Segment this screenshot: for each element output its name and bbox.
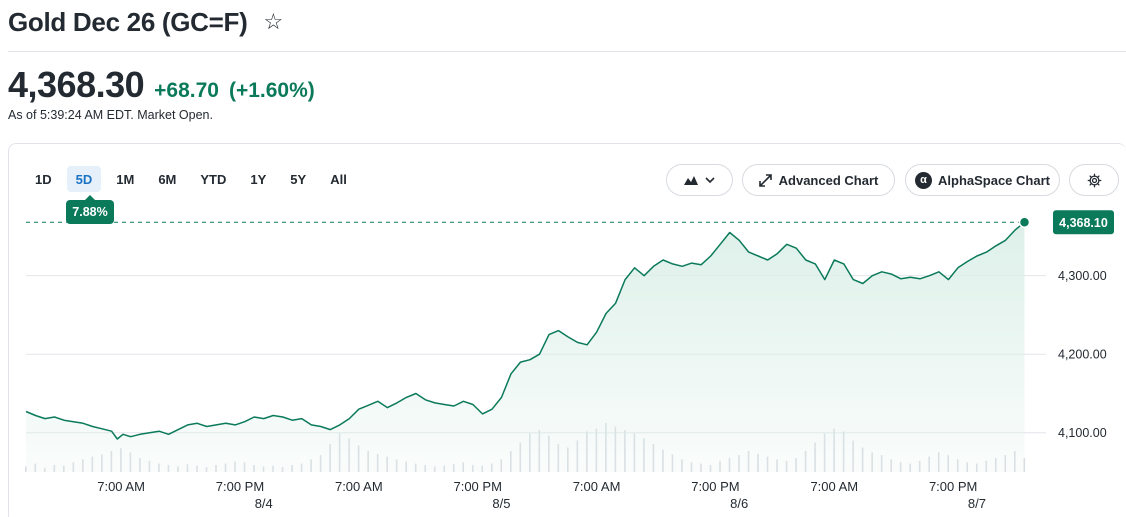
last-price-badge bbox=[1053, 210, 1114, 235]
advanced-chart-button[interactable]: Advanced Chart bbox=[742, 164, 895, 196]
range-6m[interactable]: 6M bbox=[158, 171, 177, 187]
date-tick-label: 8/6 bbox=[730, 496, 748, 511]
current-price: 4,368.30 bbox=[8, 64, 145, 105]
mountain-chart-icon bbox=[684, 175, 698, 185]
range-1m[interactable]: 1M bbox=[116, 171, 135, 187]
x-tick-label: 7:00 AM bbox=[573, 479, 621, 494]
page-title: Gold Dec 26 (GC=F) bbox=[8, 6, 248, 37]
range-5d[interactable]: 5D bbox=[66, 166, 102, 192]
range-selector: 1D 5D 1M 6M YTD 1Y 5Y All bbox=[26, 166, 362, 192]
range-1d[interactable]: 1D bbox=[35, 171, 52, 187]
date-tick-label: 8/7 bbox=[968, 496, 986, 511]
y-tick-label: 4,200.00 bbox=[1058, 348, 1107, 362]
quote-timestamp: As of 5:39:24 AM EDT. Market Open. bbox=[8, 108, 213, 122]
x-tick-label: 7:00 PM bbox=[691, 479, 739, 494]
star-outline-icon[interactable]: ☆ bbox=[263, 9, 284, 34]
expand-icon bbox=[758, 173, 772, 187]
price-area bbox=[26, 222, 1025, 472]
x-tick-label: 7:00 AM bbox=[335, 479, 383, 494]
y-tick-label: 4,300.00 bbox=[1058, 269, 1107, 283]
alphaspace-chart-label: AlphaSpace Chart bbox=[938, 172, 1050, 188]
x-tick-label: 7:00 AM bbox=[97, 479, 145, 494]
x-tick-label: 7:00 PM bbox=[929, 479, 977, 494]
volume-bar bbox=[25, 466, 27, 472]
last-price-dot bbox=[1018, 216, 1031, 229]
advanced-chart-label: Advanced Chart bbox=[778, 172, 879, 188]
gear-icon bbox=[1087, 173, 1102, 188]
alphaspace-logo-icon: α bbox=[915, 171, 932, 189]
chart-type-button[interactable] bbox=[666, 164, 733, 196]
date-tick-label: 8/4 bbox=[255, 496, 273, 511]
x-tick-label: 7:00 PM bbox=[453, 479, 501, 494]
date-tick-label: 8/5 bbox=[492, 496, 510, 511]
x-tick-label: 7:00 AM bbox=[810, 479, 858, 494]
range-1y[interactable]: 1Y bbox=[250, 171, 267, 187]
x-tick-label: 7:00 PM bbox=[216, 479, 264, 494]
range-all[interactable]: All bbox=[330, 171, 347, 187]
header: Gold Dec 26 (GC=F) ☆ bbox=[8, 6, 283, 38]
price-line bbox=[25, 221, 1025, 440]
chart-card bbox=[8, 143, 1126, 517]
chevron-down-icon bbox=[705, 177, 715, 183]
range-5y[interactable]: 5Y bbox=[290, 171, 307, 187]
y-tick-label: 4,100.00 bbox=[1058, 426, 1107, 440]
price-change-percent: (+1.60%) bbox=[228, 79, 315, 102]
divider bbox=[8, 51, 1126, 52]
alphaspace-chart-button[interactable]: α AlphaSpace Chart bbox=[905, 164, 1060, 196]
last-price-label: 4,368.10 bbox=[1059, 216, 1108, 230]
settings-button[interactable] bbox=[1069, 164, 1119, 196]
range-change-badge: 7.88% bbox=[66, 195, 114, 224]
quote-row: 4,368.30 +68.70 (+1.60%) bbox=[8, 64, 315, 106]
price-change: +68.70 bbox=[154, 79, 219, 102]
range-ytd[interactable]: YTD bbox=[200, 171, 227, 187]
